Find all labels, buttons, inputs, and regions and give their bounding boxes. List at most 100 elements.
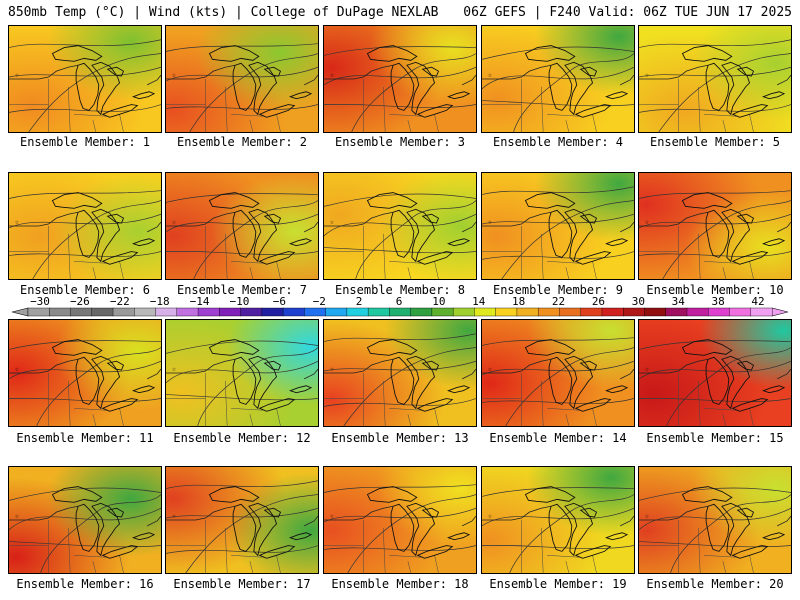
country-border: [324, 358, 476, 380]
temperature-field: ☆: [9, 320, 161, 426]
colorbar-swatch: [282, 307, 305, 317]
state-borders: [166, 520, 281, 573]
colorbar-swatch: [686, 307, 709, 317]
colorbar-swatch: [240, 307, 263, 317]
state-borders: [482, 79, 597, 132]
ensemble-member-label: Ensemble Member: 2: [176, 135, 308, 149]
state-borders: [9, 79, 124, 132]
state-borders: [324, 520, 439, 573]
temperature-field: ☆: [324, 26, 476, 132]
colorbar-tick-label: 26: [592, 296, 605, 308]
colorbar-tick-label: −18: [150, 296, 170, 308]
ensemble-member-label: Ensemble Member: 18: [331, 577, 469, 591]
colorbar-swatch: [49, 307, 72, 317]
colorbar-swatch: [729, 307, 752, 317]
station-marker: ☆: [330, 71, 334, 79]
temperature-field: ☆: [639, 467, 791, 573]
ensemble-member-map: ☆: [323, 319, 477, 427]
temperature-colorbar: −30 −26 −22 −18 −14 −10 −6 −2 2 6 10 14 18 22 26 30 34 38…: [11, 296, 789, 317]
colorbar-tick-label: −6: [273, 296, 286, 308]
temperature-field: ☆: [482, 467, 634, 573]
station-marker: ☆: [645, 512, 649, 520]
great-lakes-outline: [51, 45, 156, 118]
colorbar-tick-label: 34: [672, 296, 686, 308]
great-lakes-outline: [681, 45, 786, 118]
great-lakes-outline: [208, 192, 313, 265]
great-lakes-outline: [366, 486, 471, 559]
great-lakes-outline: [681, 486, 786, 559]
colorbar-tick-label: −26: [70, 296, 90, 308]
colorbar-swatch: [601, 307, 624, 317]
ensemble-member-label: Ensemble Member: 12: [173, 431, 311, 445]
station-marker: ☆: [15, 71, 19, 79]
colorbar-swatch: [410, 307, 433, 317]
state-borders: [166, 373, 281, 426]
colorbar-tick-label: 2: [356, 296, 363, 308]
temperature-field: ☆: [166, 467, 318, 573]
ensemble-member-map: ☆: [8, 172, 162, 280]
ensemble-member-label: Ensemble Member: 15: [646, 431, 784, 445]
great-lakes-outline: [366, 339, 471, 412]
state-borders: [166, 79, 281, 132]
colorbar-tick-label: 38: [711, 296, 724, 308]
colorbar-swatch: [389, 307, 412, 317]
temperature-field: ☆: [482, 320, 634, 426]
state-borders: [639, 79, 754, 132]
country-border: [482, 64, 634, 86]
station-marker: ☆: [15, 512, 19, 520]
colorbar-swatch: [537, 307, 560, 317]
colorbar-tick-label: 18: [512, 296, 525, 308]
great-lakes-outline: [681, 339, 786, 412]
colorbar-swatch: [516, 307, 539, 317]
country-border: [639, 64, 791, 86]
country-border: [166, 64, 318, 86]
station-marker: ☆: [172, 71, 176, 79]
colorbar-swatch: [112, 307, 135, 317]
colorbar-swatch: [91, 307, 114, 317]
colorbar-swatch: [70, 307, 93, 317]
station-marker: ☆: [330, 218, 334, 226]
ensemble-member-label: Ensemble Member: 9: [492, 283, 624, 297]
colorbar-tick-label: −22: [110, 296, 130, 308]
temperature-field: ☆: [324, 173, 476, 279]
ensemble-member-label: Ensemble Member: 14: [489, 431, 627, 445]
great-lakes-outline: [524, 45, 629, 118]
colorbar-swatch: [750, 307, 773, 317]
temperature-field: ☆: [639, 173, 791, 279]
station-marker: ☆: [15, 218, 19, 226]
station-marker: ☆: [330, 365, 334, 373]
ensemble-member-label: Ensemble Member: 10: [646, 283, 784, 297]
country-border: [639, 505, 791, 527]
colorbar-swatch: [27, 307, 50, 317]
ensemble-member-map: ☆: [165, 25, 319, 133]
temperature-field: ☆: [9, 173, 161, 279]
ensemble-member-label: Ensemble Member: 16: [16, 577, 154, 591]
colorbar-tick-label: −2: [313, 296, 326, 308]
ensemble-member-label: Ensemble Member: 17: [173, 577, 311, 591]
temperature-field: ☆: [639, 320, 791, 426]
great-lakes-outline: [51, 339, 156, 412]
country-border: [324, 64, 476, 86]
great-lakes-outline: [208, 45, 313, 118]
ensemble-member-label: Ensemble Member: 13: [331, 431, 469, 445]
colorbar-swatch: [155, 307, 178, 317]
valid-time-label: 06Z GEFS | F240 Valid: 06Z TUE JUN 17 20…: [463, 5, 792, 20]
temperature-field: ☆: [482, 26, 634, 132]
ensemble-member-map: ☆: [165, 172, 319, 280]
ensemble-member-label: Ensemble Member: 11: [16, 431, 154, 445]
great-lakes-outline: [366, 192, 471, 265]
ensemble-member-map: ☆: [165, 466, 319, 574]
colorbar-swatch: [346, 307, 369, 317]
temperature-field: ☆: [166, 320, 318, 426]
temperature-field: ☆: [166, 173, 318, 279]
colorbar-swatch: [623, 307, 645, 317]
state-borders: [324, 226, 439, 279]
ensemble-member-map: ☆: [481, 466, 635, 574]
colorbar-swatch: [708, 307, 730, 317]
great-lakes-outline: [51, 192, 156, 265]
station-marker: ☆: [15, 365, 19, 373]
colorbar-tick-label: 22: [552, 296, 565, 308]
map-title: 850mb Temp (°C) | Wind (kts) | College o…: [8, 5, 439, 20]
ensemble-member-map: ☆: [638, 319, 792, 427]
colorbar-tick-label: 42: [751, 296, 764, 308]
